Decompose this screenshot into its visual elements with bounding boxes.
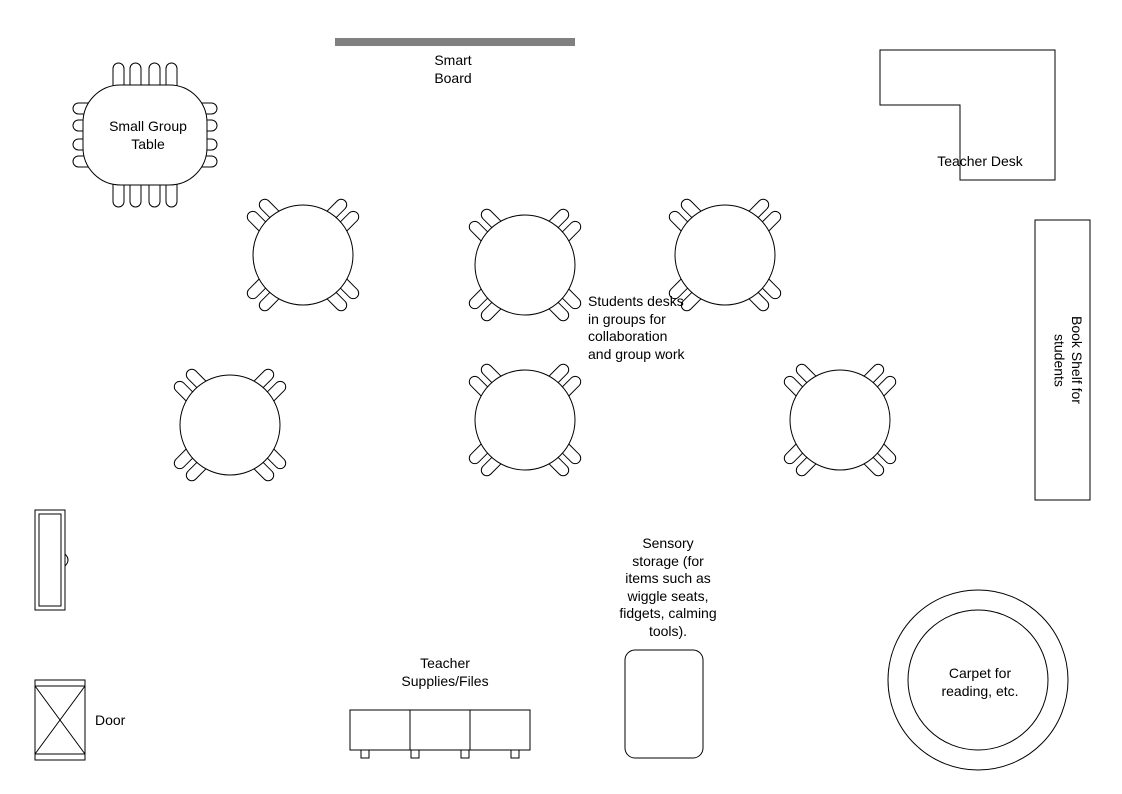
smart-board-label: SmartBoard bbox=[408, 52, 498, 87]
student-table bbox=[245, 197, 361, 313]
teacher-supplies-label: TeacherSupplies/Files bbox=[395, 655, 495, 690]
smart-board bbox=[335, 38, 575, 46]
book-shelf-label: Book Shelf forstudents bbox=[1050, 300, 1085, 420]
student-desks-label: Students desksin groups forcollaboration… bbox=[588, 293, 728, 363]
teacher-supplies-cabinet bbox=[350, 710, 530, 758]
sensory-storage bbox=[625, 650, 703, 758]
student-table bbox=[172, 367, 288, 483]
door bbox=[35, 680, 85, 760]
small-group-table-label: Small GroupTable bbox=[98, 118, 198, 153]
student-table bbox=[782, 362, 898, 478]
wall-cabinet bbox=[35, 510, 68, 610]
teacher-desk-label: Teacher Desk bbox=[920, 153, 1040, 171]
door-label: Door bbox=[95, 712, 155, 730]
student-table bbox=[467, 362, 583, 478]
sensory-storage-label: Sensorystorage (foritems such aswiggle s… bbox=[598, 535, 738, 640]
carpet-label: Carpet forreading, etc. bbox=[930, 665, 1030, 700]
student-table bbox=[467, 207, 583, 323]
